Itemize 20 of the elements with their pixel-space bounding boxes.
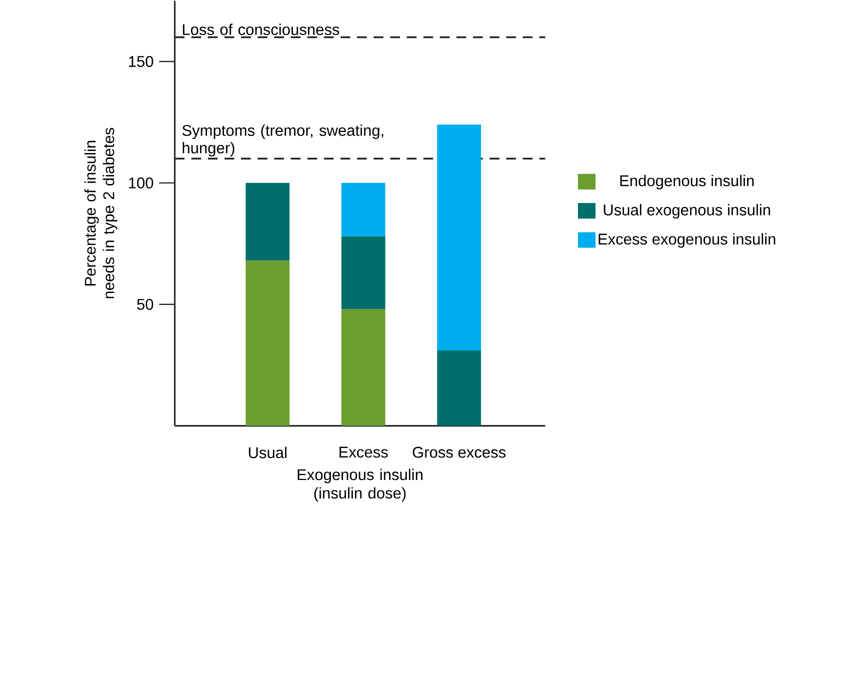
bar: [341, 182, 386, 236]
ref-line-label: Loss of consciousness: [182, 24, 340, 36]
bar: [437, 350, 481, 426]
x-axis-title: Exogenous insulin (insulin dose): [298, 468, 422, 502]
x-tick-label: Gross excess: [412, 446, 506, 458]
legend-label: Excess exogenous insulin: [598, 233, 776, 248]
bar: [341, 309, 386, 426]
legend-label: Usual exogenous insulin: [604, 204, 770, 219]
bar: [437, 124, 481, 351]
ref-line-label: Symptoms (tremor, sweating, hunger): [182, 124, 384, 156]
y-axis-title: Percentage of insulin needs in type 2 diabetes: [84, 128, 118, 298]
bar: [246, 182, 290, 261]
x-tick-label: Usual: [248, 446, 286, 458]
bar: [246, 260, 290, 426]
y-tick-label: 50: [137, 298, 154, 310]
y-tick-label: 100: [129, 177, 154, 188]
x-tick-label: Excess: [340, 446, 388, 458]
y-tick-label: 150: [129, 56, 154, 67]
bar: [341, 236, 386, 310]
legend-label: Endogenous insulin: [620, 174, 754, 190]
